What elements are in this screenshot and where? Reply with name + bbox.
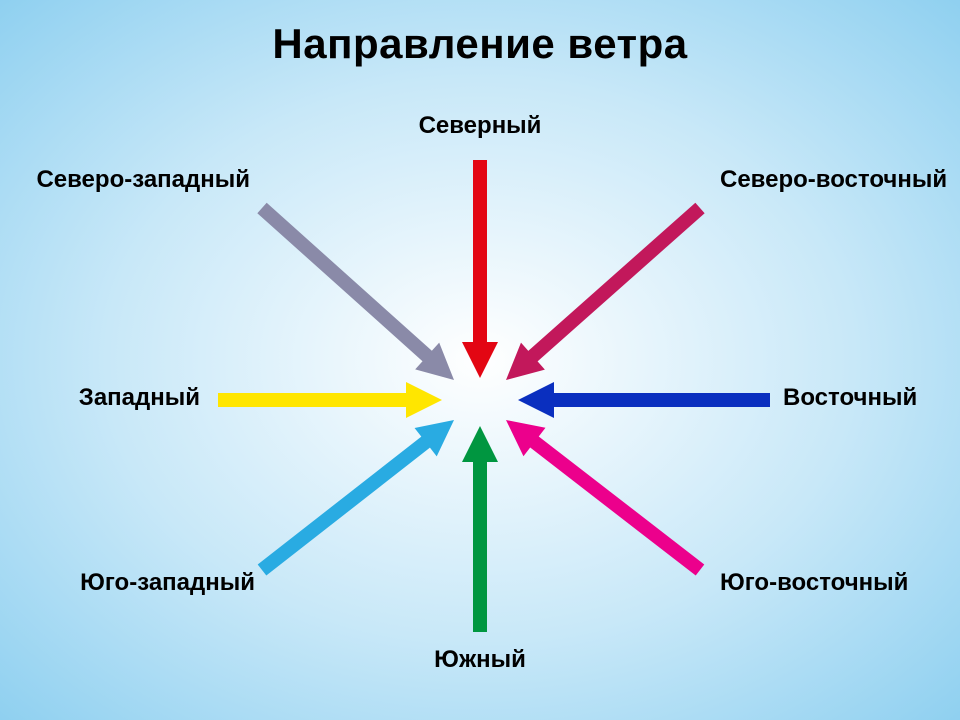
arrow-n	[462, 160, 498, 378]
arrows-svg	[0, 0, 960, 720]
arrow-w	[218, 382, 442, 418]
label-east: Восточный	[783, 384, 917, 412]
label-west: Западный	[79, 384, 200, 412]
label-northwest: Северо-западный	[36, 166, 250, 194]
page-title: Направление ветра	[0, 20, 960, 68]
arrow-e	[518, 382, 770, 418]
arrow-s	[462, 426, 498, 632]
arrow-ne	[506, 203, 705, 380]
arrow-sw	[258, 420, 454, 576]
label-northeast: Северо-восточный	[720, 166, 947, 194]
arrow-se	[506, 420, 704, 576]
arrow-nw	[257, 203, 454, 380]
label-southeast: Юго-восточный	[720, 569, 908, 597]
label-southwest: Юго-западный	[80, 569, 255, 597]
label-north: Северный	[0, 112, 960, 140]
background-map	[0, 0, 960, 720]
label-south: Южный	[0, 646, 960, 674]
